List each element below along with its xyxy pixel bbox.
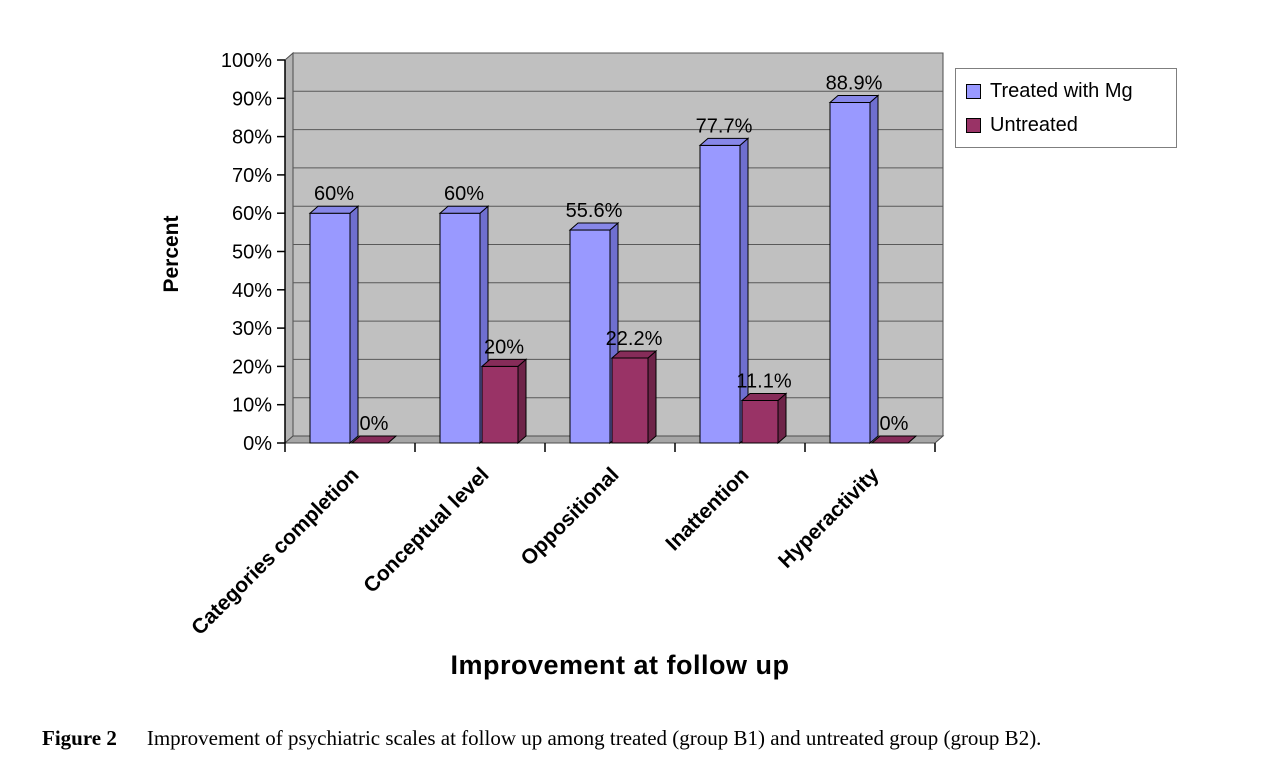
chart-left-wall xyxy=(284,51,294,445)
x-tick-label-2: Oppositional xyxy=(517,463,624,570)
bar-data-label-0-1: 60% xyxy=(444,183,484,205)
x-axis-title: Improvement at follow up xyxy=(450,650,790,680)
y-tick-label: 40% xyxy=(232,280,272,302)
x-tick-label-1: Conceptual level xyxy=(359,463,493,597)
bar-0-1 xyxy=(439,212,481,444)
bar-data-label-0-2: 55.6% xyxy=(566,200,623,222)
bar-data-label-1-1: 20% xyxy=(484,336,524,358)
legend-item-1: Untreated xyxy=(966,115,1166,135)
y-tick-label: 20% xyxy=(232,356,272,378)
x-tick-label-4: Hyperactivity xyxy=(774,463,884,573)
bar-top-1-4 xyxy=(870,435,918,444)
y-tick-label: 50% xyxy=(232,242,272,264)
bar-data-label-0-4: 88.9% xyxy=(826,73,883,95)
bar-1-2 xyxy=(611,357,649,444)
y-tick-label: 80% xyxy=(232,127,272,149)
bar-top-0-1 xyxy=(438,205,490,214)
bar-top-0-3 xyxy=(698,137,750,146)
bar-data-label-1-4: 0% xyxy=(880,413,909,435)
bar-top-1-1 xyxy=(480,358,528,367)
bar-data-label-1-0: 0% xyxy=(360,413,389,435)
bar-1-1 xyxy=(481,365,519,444)
bar-side-0-4 xyxy=(869,94,879,445)
bar-0-0 xyxy=(309,212,351,444)
legend-swatch-icon xyxy=(966,83,981,99)
y-tick-label: 10% xyxy=(232,395,272,417)
legend-label: Treated with Mg xyxy=(990,80,1133,102)
y-axis-title: Percent xyxy=(160,215,183,293)
bar-0-4 xyxy=(829,102,871,444)
bar-data-label-1-2: 22.2% xyxy=(606,328,663,350)
bar-top-1-0 xyxy=(350,435,398,444)
bar-data-label-0-0: 60% xyxy=(314,183,354,205)
bar-top-0-2 xyxy=(568,222,620,231)
bar-1-3 xyxy=(741,399,779,444)
y-tick-label: 70% xyxy=(232,165,272,187)
bar-top-0-4 xyxy=(828,95,880,104)
figure-caption: Figure 2 Improvement of psychiatric scale… xyxy=(42,726,1257,751)
legend-item-0: Treated with Mg xyxy=(966,81,1166,101)
bar-0-2 xyxy=(569,229,611,444)
bar-side-1-2 xyxy=(647,349,657,445)
y-tick-label: 30% xyxy=(232,318,272,340)
x-tick-label-3: Inattention xyxy=(661,463,753,555)
x-tick-label-0: Categories completion xyxy=(187,463,363,639)
bar-chart-canvas: 0% 10% 20% 30% 40% 50% 60% 70% 80% 90% 100% 60% 0% Ca… xyxy=(187,50,945,640)
bar-data-label-0-3: 77.7% xyxy=(696,115,753,137)
bar-top-1-3 xyxy=(740,392,788,401)
bar-top-1-2 xyxy=(610,350,658,359)
y-tick-label: 100% xyxy=(221,50,272,72)
bar-side-0-0 xyxy=(349,205,359,445)
bar-0-3 xyxy=(699,144,741,444)
bar-side-1-3 xyxy=(777,392,787,445)
figure-caption-text: Improvement of psychiatric scales at fol… xyxy=(146,726,1042,750)
legend: Treated with Mg Untreated xyxy=(955,68,1177,148)
figure-caption-label: Figure 2 xyxy=(42,726,117,750)
legend-label: Untreated xyxy=(990,114,1078,136)
bar-data-label-1-3: 11.1% xyxy=(736,370,791,392)
bar-top-0-0 xyxy=(308,205,360,214)
y-tick-label: 90% xyxy=(232,88,272,110)
legend-swatch-icon xyxy=(966,117,981,133)
y-tick-label: 60% xyxy=(232,203,272,225)
bar-side-1-1 xyxy=(517,358,527,445)
y-tick-label: 0% xyxy=(243,433,272,455)
